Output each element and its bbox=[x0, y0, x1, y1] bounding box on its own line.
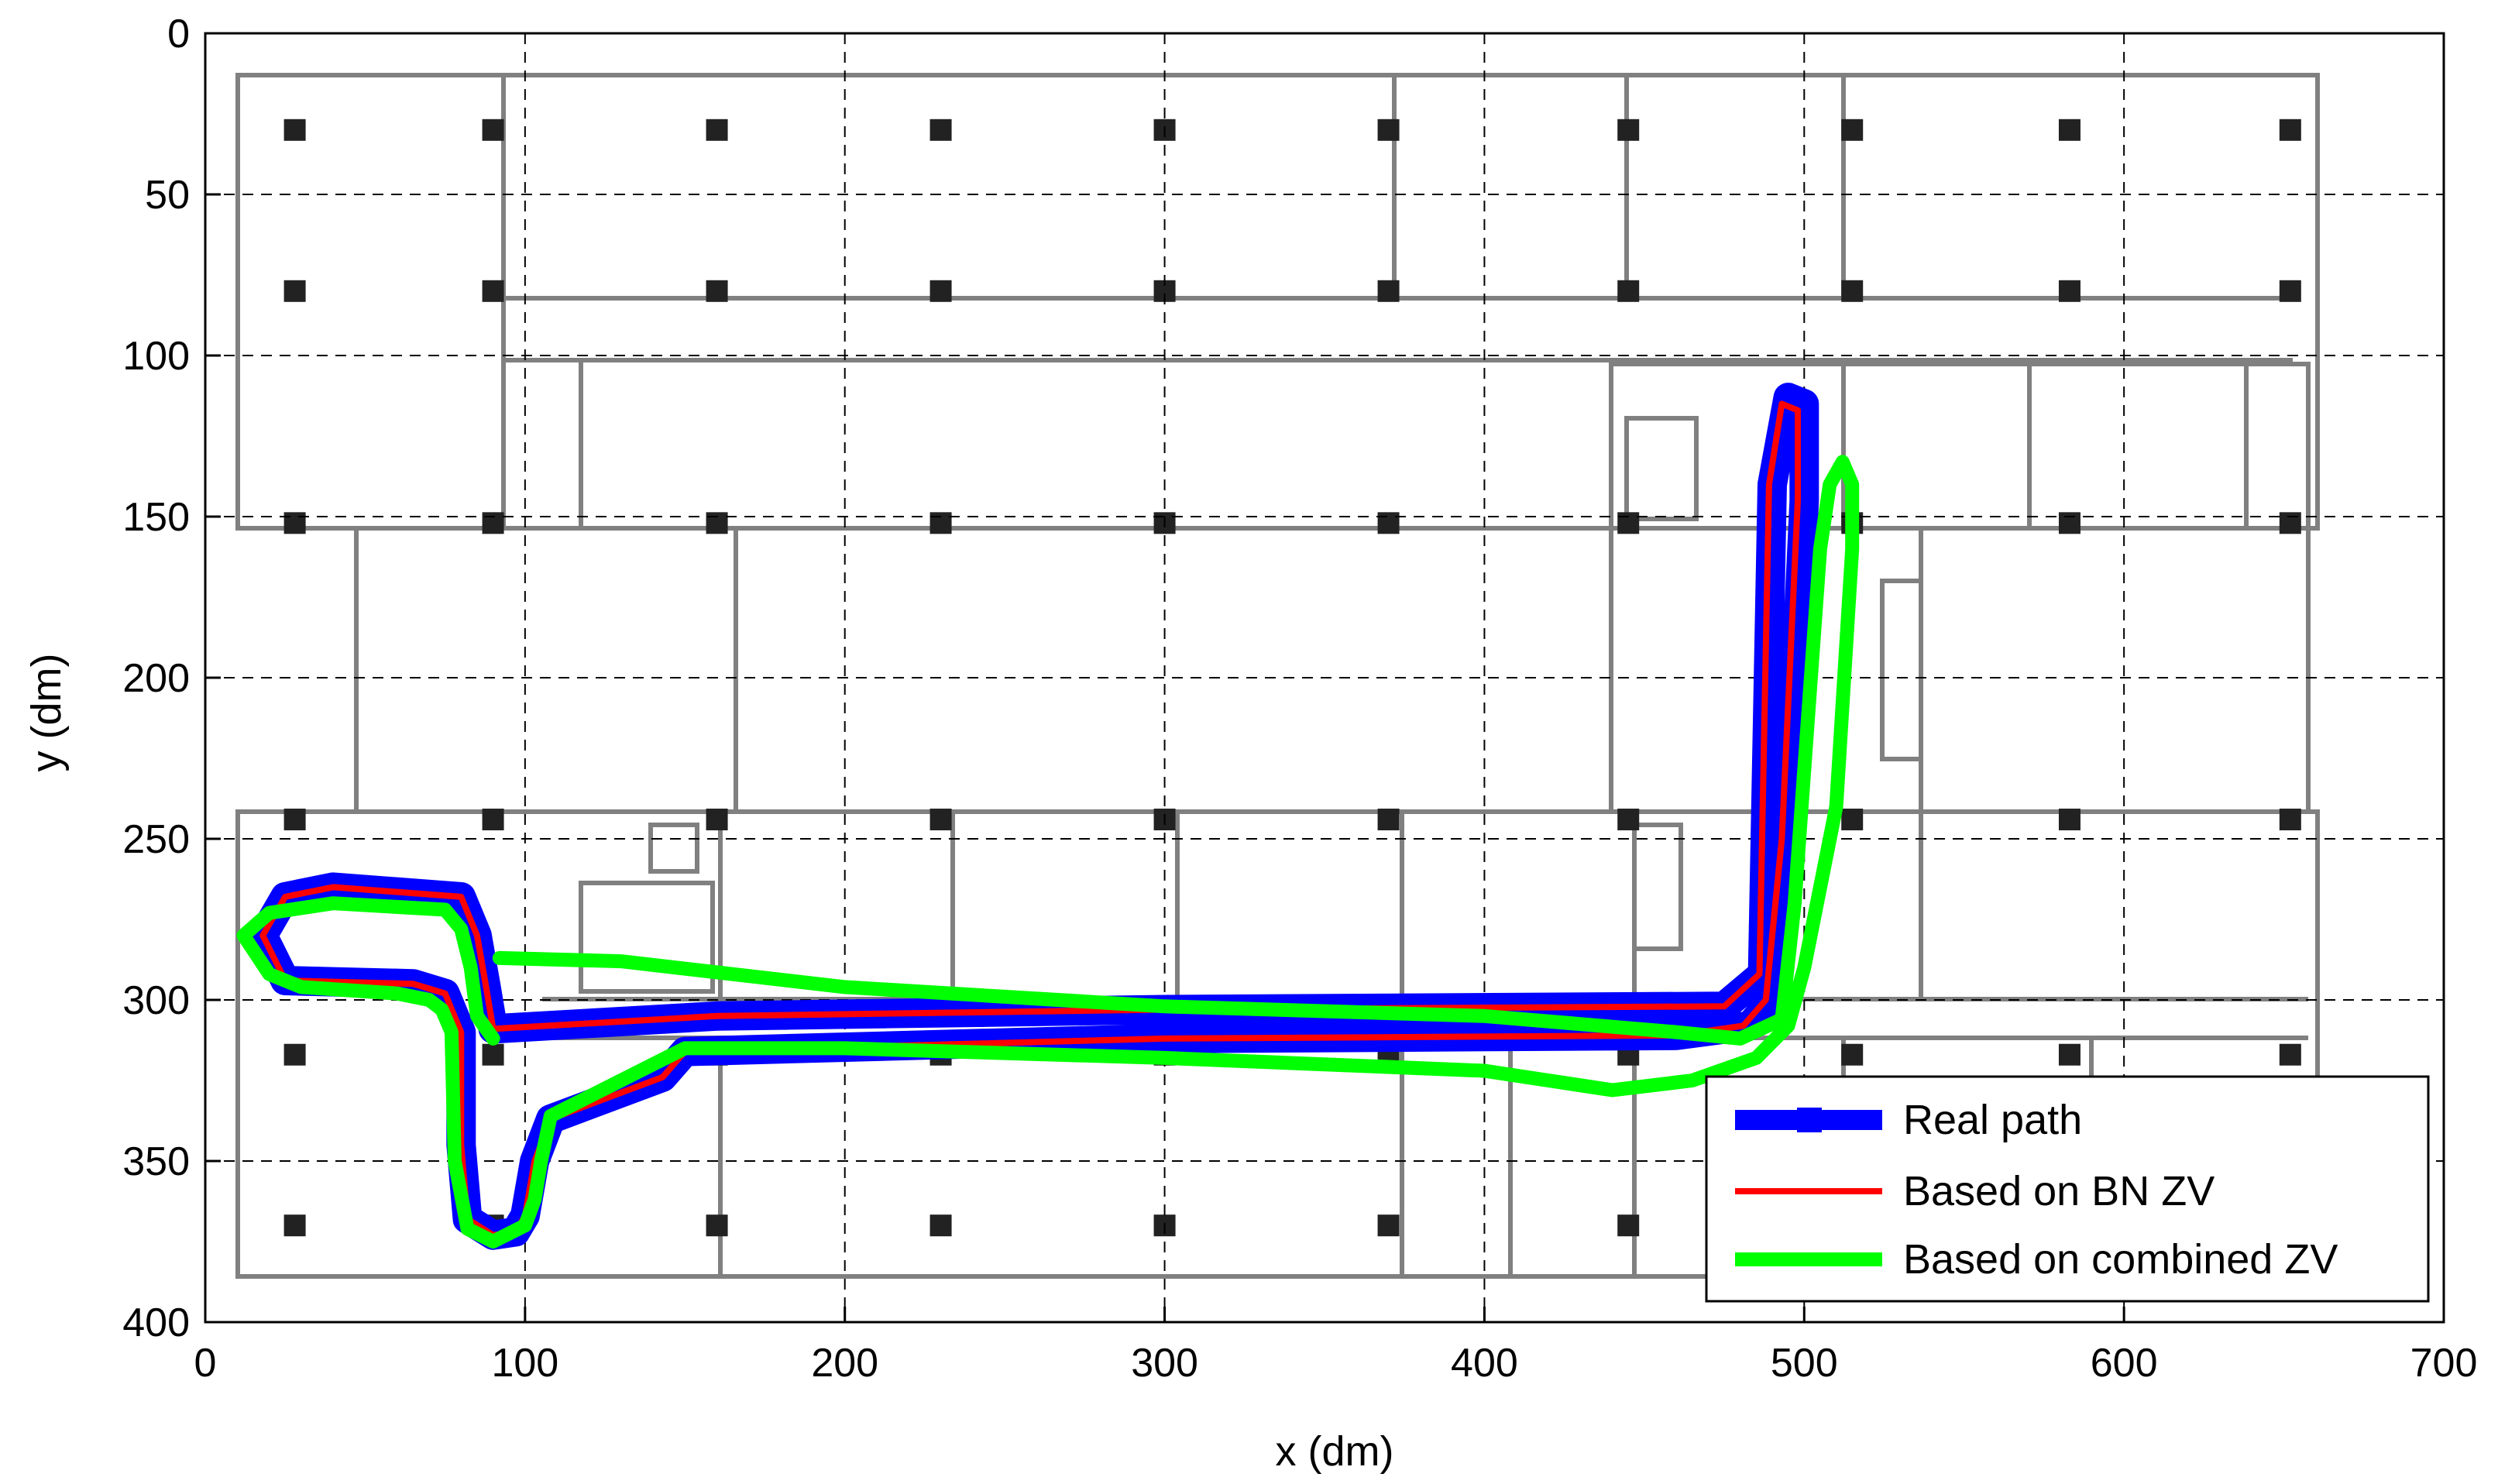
pillar-3-0 bbox=[929, 119, 952, 141]
pillar-2-1 bbox=[706, 280, 728, 302]
x-tick-label: 200 bbox=[811, 1341, 878, 1386]
y-tick-label: 250 bbox=[122, 817, 190, 862]
pillar-1-2 bbox=[482, 512, 504, 534]
pillar-6-5 bbox=[1617, 1214, 1640, 1237]
x-tick-labels: 0 100 200 300 400 500 600 700 bbox=[194, 1341, 2478, 1386]
x-tick-label: 100 bbox=[491, 1341, 558, 1386]
legend-label-real-path: Real path bbox=[1903, 1097, 2082, 1143]
pillar-0-2 bbox=[283, 512, 306, 534]
pillar-3-5 bbox=[929, 1214, 952, 1237]
pillar-0-0 bbox=[283, 119, 306, 141]
series-combined-zv bbox=[236, 455, 1860, 1249]
grid-lines bbox=[205, 33, 2444, 1322]
pillar-3-3 bbox=[929, 809, 952, 831]
y-tick-label: 100 bbox=[122, 334, 190, 379]
x-tick-label: 600 bbox=[2091, 1341, 2158, 1386]
pillar-7-1 bbox=[1841, 280, 1864, 302]
pillar-5-3 bbox=[1377, 809, 1400, 831]
y-tick-label: 0 bbox=[167, 12, 190, 57]
axes bbox=[204, 32, 2445, 1324]
pillar-1-3 bbox=[482, 809, 504, 831]
pillar-0-3 bbox=[283, 809, 306, 831]
pillar-8-0 bbox=[2058, 119, 2081, 141]
y-tick-label: 350 bbox=[122, 1139, 190, 1184]
pillar-7-4 bbox=[1841, 1043, 1864, 1066]
pillar-7-3 bbox=[1841, 809, 1864, 831]
pillar-6-0 bbox=[1617, 119, 1640, 141]
pillar-0-1 bbox=[283, 280, 306, 302]
x-tick-label: 500 bbox=[1771, 1341, 1838, 1386]
pillar-5-0 bbox=[1377, 119, 1400, 141]
x-tick-label: 700 bbox=[2410, 1341, 2478, 1386]
legend-label-combined-zv: Based on combined ZV bbox=[1903, 1236, 2338, 1283]
legend: Real path Based on BN ZV Based on combin… bbox=[1705, 1075, 2430, 1303]
pillar-9-0 bbox=[2279, 119, 2301, 141]
pillar-3-1 bbox=[929, 280, 952, 302]
pillar-5-2 bbox=[1377, 512, 1400, 534]
pillar-9-3 bbox=[2279, 809, 2301, 831]
pillar-8-3 bbox=[2058, 809, 2081, 831]
x-axis-title: x (dm) bbox=[1276, 1428, 1394, 1475]
pillar-8-4 bbox=[2058, 1043, 2081, 1066]
pillar-0-4 bbox=[283, 1043, 306, 1066]
y-tick-label: 400 bbox=[122, 1300, 190, 1345]
pillar-1-1 bbox=[482, 280, 504, 302]
pillar-8-2 bbox=[2058, 512, 2081, 534]
pillar-2-0 bbox=[706, 119, 728, 141]
y-tick-labels: 0 50 100 150 200 250 300 350 400 bbox=[122, 12, 190, 1345]
y-tick-label: 300 bbox=[122, 978, 190, 1023]
pillar-9-4 bbox=[2279, 1043, 2301, 1066]
x-tick-label: 0 bbox=[194, 1341, 217, 1386]
x-tick-label: 300 bbox=[1131, 1341, 1198, 1386]
pillar-3-2 bbox=[929, 512, 952, 534]
pillar-0-5 bbox=[283, 1214, 306, 1237]
series-layer bbox=[236, 383, 1860, 1250]
pillar-2-3 bbox=[706, 809, 728, 831]
pillar-2-5 bbox=[706, 1214, 728, 1237]
pillar-6-3 bbox=[1617, 809, 1640, 831]
y-tick-label: 150 bbox=[122, 495, 190, 540]
pillar-8-1 bbox=[2058, 280, 2081, 302]
pillar-9-2 bbox=[2279, 512, 2301, 534]
y-axis-title: y (dm) bbox=[23, 654, 70, 772]
x-tick-label: 400 bbox=[1451, 1341, 1518, 1386]
pillar-2-2 bbox=[706, 512, 728, 534]
y-tick-label: 50 bbox=[145, 173, 190, 218]
pillar-5-5 bbox=[1377, 1214, 1400, 1237]
pillar-6-1 bbox=[1617, 280, 1640, 302]
legend-label-bn-zv: Based on BN ZV bbox=[1903, 1168, 2215, 1214]
pillar-5-1 bbox=[1377, 280, 1400, 302]
pillar-9-1 bbox=[2279, 280, 2301, 302]
y-tick-label: 200 bbox=[122, 656, 190, 701]
pillar-1-4 bbox=[482, 1043, 504, 1066]
pillar-1-0 bbox=[482, 119, 504, 141]
legend-marker-real-path bbox=[1797, 1108, 1822, 1132]
pillar-7-0 bbox=[1841, 119, 1864, 141]
pillar-6-2 bbox=[1617, 512, 1640, 534]
